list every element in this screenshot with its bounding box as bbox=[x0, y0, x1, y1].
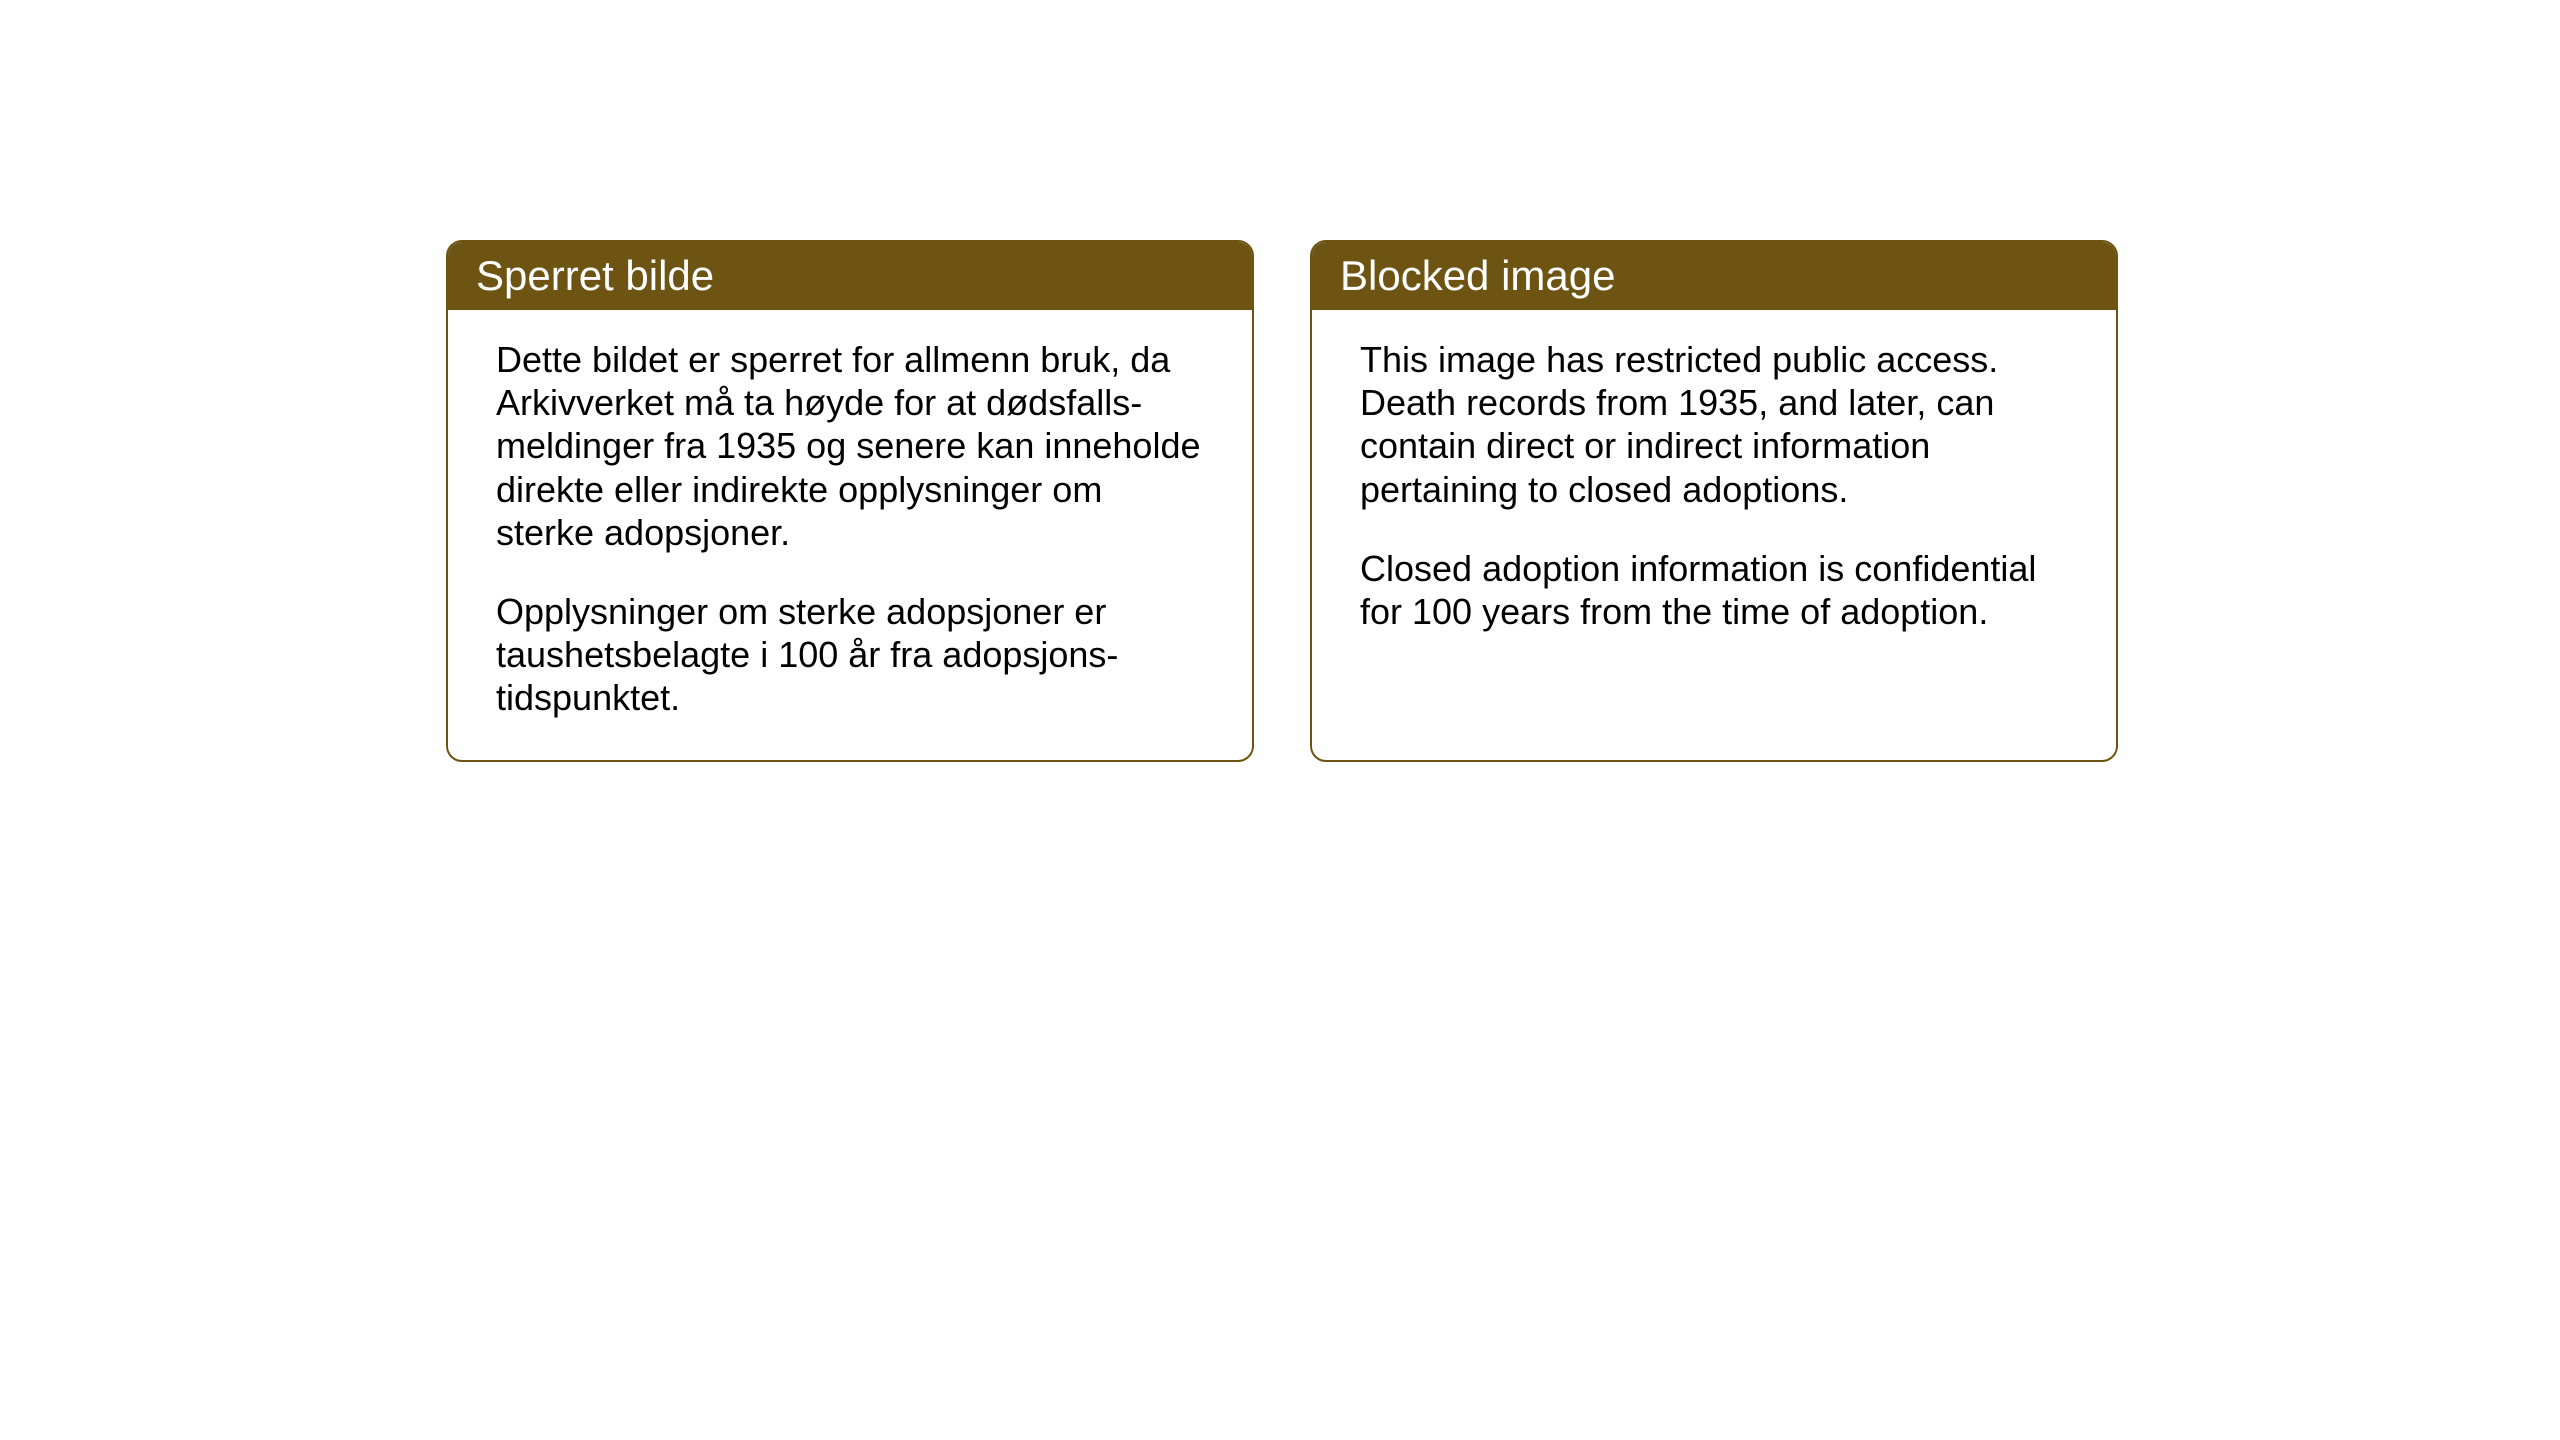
card-title-norwegian: Sperret bilde bbox=[476, 252, 1224, 300]
card-paragraph-2-norwegian: Opplysninger om sterke adopsjoner er tau… bbox=[496, 590, 1204, 720]
card-paragraph-1-english: This image has restricted public access.… bbox=[1360, 338, 2068, 511]
card-norwegian: Sperret bilde Dette bildet er sperret fo… bbox=[446, 240, 1254, 762]
card-body-english: This image has restricted public access.… bbox=[1312, 310, 2116, 750]
card-paragraph-1-norwegian: Dette bildet er sperret for allmenn bruk… bbox=[496, 338, 1204, 554]
card-header-english: Blocked image bbox=[1312, 242, 2116, 310]
cards-container: Sperret bilde Dette bildet er sperret fo… bbox=[446, 240, 2118, 762]
card-english: Blocked image This image has restricted … bbox=[1310, 240, 2118, 762]
card-body-norwegian: Dette bildet er sperret for allmenn bruk… bbox=[448, 310, 1252, 760]
card-header-norwegian: Sperret bilde bbox=[448, 242, 1252, 310]
card-paragraph-2-english: Closed adoption information is confident… bbox=[1360, 547, 2068, 633]
card-title-english: Blocked image bbox=[1340, 252, 2088, 300]
